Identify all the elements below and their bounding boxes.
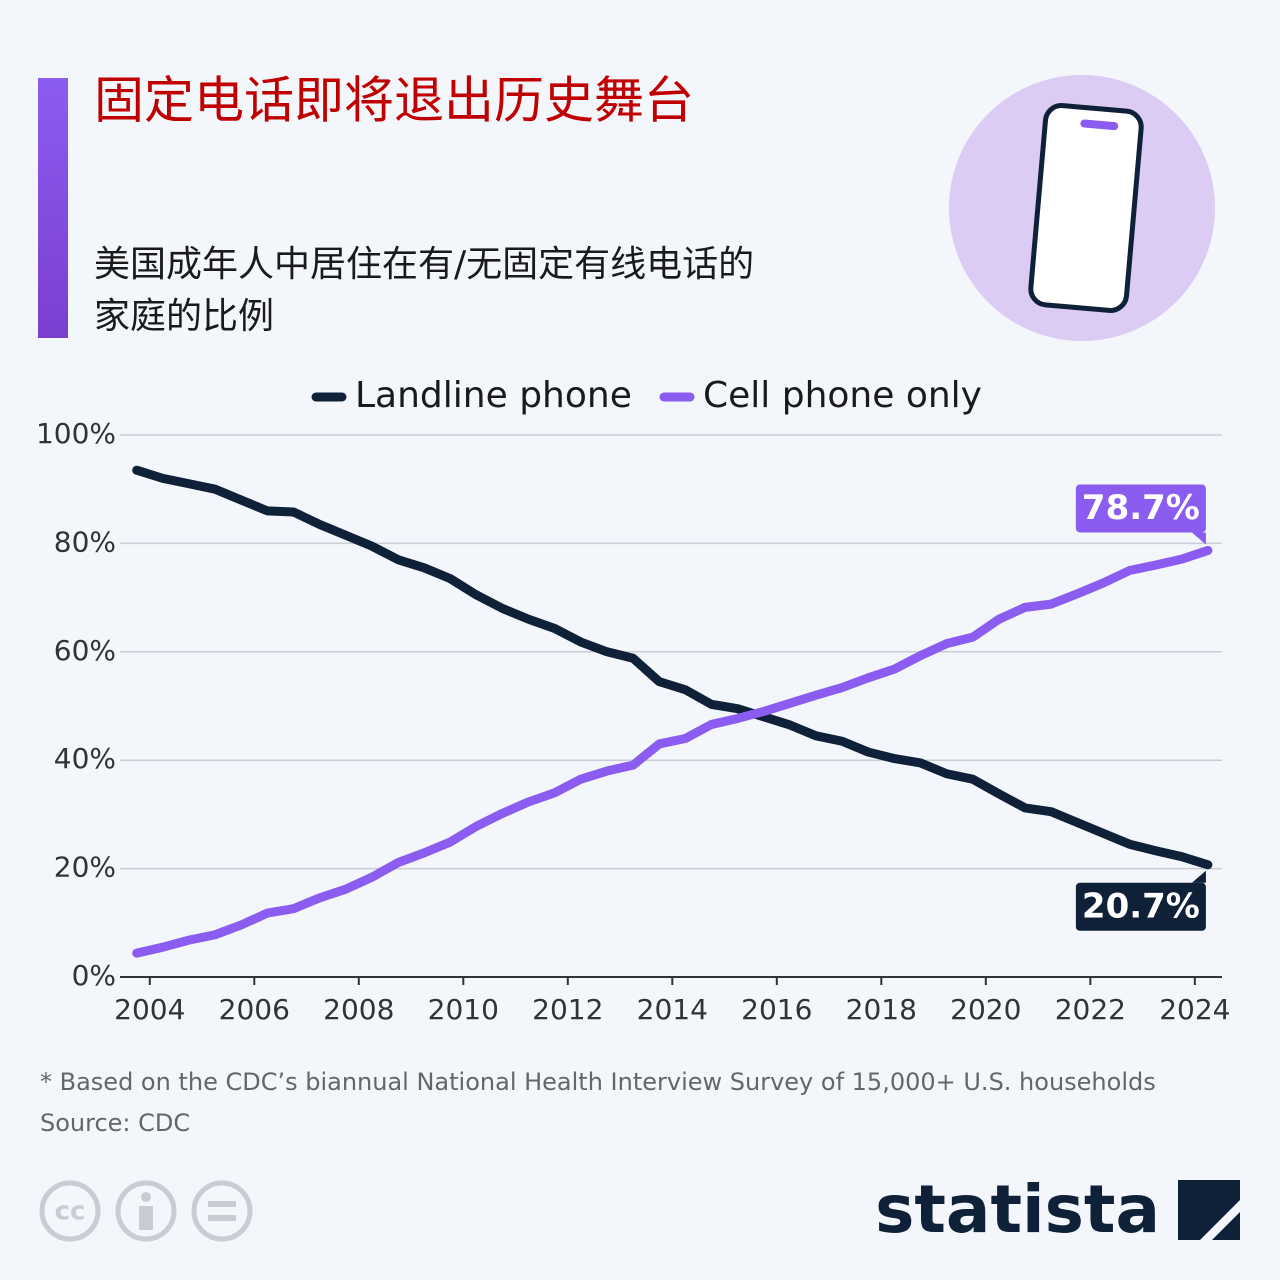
icon — [141, 1192, 151, 1202]
x-tick-label: 2006 — [219, 993, 290, 1026]
data-label: 20.7% — [1082, 886, 1200, 926]
icon — [208, 1201, 236, 1207]
x-tick-label: 2014 — [637, 993, 708, 1026]
x-tick-label: 2024 — [1159, 993, 1230, 1026]
icon — [139, 1206, 153, 1230]
label-box — [1075, 882, 1206, 931]
legend-label: Landline phone — [355, 375, 632, 416]
x-tick-label: 2020 — [950, 993, 1021, 1026]
legend-label: Cell phone only — [703, 375, 982, 416]
license-icons: cc — [39, 1180, 253, 1242]
brand-mark — [1178, 1180, 1240, 1240]
y-tick-label: 60% — [54, 634, 116, 667]
x-tick-label: 2004 — [114, 993, 185, 1026]
icon — [115, 1180, 177, 1242]
source: Source: CDC — [40, 1109, 190, 1137]
data-label: 78.7% — [1082, 488, 1200, 528]
x-tick-label: 2008 — [323, 993, 394, 1026]
accent-bar — [38, 78, 68, 338]
y-tick-label: 40% — [54, 742, 116, 775]
phone-icon — [949, 75, 1215, 341]
chart-title: 固定电话即将退出历史舞台 — [94, 72, 694, 130]
brand: statista — [875, 1171, 1160, 1248]
y-tick-label: 80% — [54, 525, 116, 558]
line — [132, 465, 1213, 870]
x-tick-label: 2018 — [846, 993, 917, 1026]
value-label: 20.7% — [1075, 870, 1206, 931]
label-pointer — [1191, 870, 1206, 883]
y-tick-label: 0% — [72, 959, 116, 992]
value-label: 78.7% — [1075, 484, 1206, 545]
x-tick-label: 2010 — [428, 993, 499, 1026]
cc-icon: cc — [55, 1197, 86, 1227]
subtitle: 美国成年人中居住在有/无固定有线电话的 — [94, 244, 754, 285]
y-tick-label: 20% — [54, 851, 116, 884]
y-tick-label: 100% — [36, 417, 116, 450]
subtitle: 家庭的比例 — [94, 296, 274, 337]
phone — [1028, 103, 1144, 313]
x-tick-label: 2016 — [741, 993, 812, 1026]
x-tick-label: 2012 — [532, 993, 603, 1026]
brand-shape — [1212, 1212, 1240, 1240]
legend: Landline phone Cell phone only — [311, 375, 982, 416]
icon — [39, 1180, 101, 1242]
label-box — [1075, 484, 1206, 533]
x-tick-label: 2022 — [1055, 993, 1126, 1026]
icon — [208, 1215, 236, 1221]
icon — [191, 1180, 253, 1242]
brand-shape — [1178, 1180, 1240, 1240]
line — [132, 545, 1213, 958]
label-pointer — [1191, 532, 1206, 545]
phone-speaker — [1080, 119, 1119, 131]
footnote: * Based on the CDC’s biannual National H… — [40, 1068, 1156, 1096]
